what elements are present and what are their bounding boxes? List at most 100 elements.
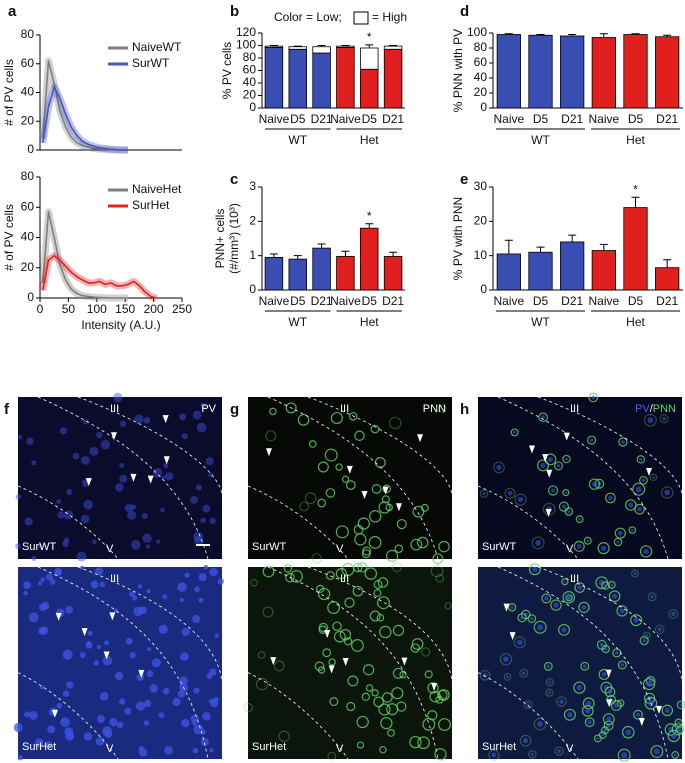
y-axis-label: PNN+ cells xyxy=(213,209,227,269)
cell xyxy=(285,572,295,583)
cell xyxy=(195,484,202,491)
x-tick-label: Naive xyxy=(259,294,290,308)
arrowhead xyxy=(346,465,353,474)
cell xyxy=(564,507,574,516)
cell xyxy=(265,430,277,442)
cell xyxy=(581,705,594,717)
region-label: V xyxy=(566,543,574,555)
region-label: V xyxy=(566,743,574,755)
cell xyxy=(607,580,616,589)
cell xyxy=(119,462,125,468)
arrowhead xyxy=(382,486,389,495)
cell xyxy=(381,495,390,504)
x-tick-label: Naive xyxy=(493,294,524,308)
x-tick-label: Naive xyxy=(259,112,290,126)
cell xyxy=(131,595,138,601)
cell xyxy=(523,738,529,744)
cell xyxy=(678,728,681,732)
cell xyxy=(341,563,355,577)
cell xyxy=(91,539,97,545)
arrowhead xyxy=(638,717,645,726)
cell xyxy=(641,478,646,483)
group-label: WT xyxy=(531,133,550,147)
cell xyxy=(561,627,567,633)
cell xyxy=(49,579,56,585)
stain-label: PV xyxy=(201,403,216,415)
y-tick-label: 1 xyxy=(249,248,256,262)
cell xyxy=(532,566,538,572)
cell xyxy=(517,613,527,623)
cell xyxy=(330,411,343,425)
cell xyxy=(317,461,329,473)
cell xyxy=(598,579,605,586)
cell xyxy=(556,464,561,468)
cell xyxy=(633,709,643,720)
cell xyxy=(385,549,399,563)
cell xyxy=(514,493,527,506)
cell xyxy=(373,589,382,597)
cell xyxy=(373,696,384,708)
cell xyxy=(586,539,590,543)
cell xyxy=(278,730,290,743)
cell xyxy=(79,652,86,659)
cell xyxy=(601,733,605,737)
cell xyxy=(482,673,488,678)
cell xyxy=(341,475,350,483)
x-tick-label: 0 xyxy=(37,302,44,316)
cell xyxy=(564,457,569,461)
cell xyxy=(642,631,651,640)
line-band xyxy=(39,83,128,154)
cell xyxy=(503,673,512,681)
cell xyxy=(614,527,626,539)
y-tick-label: 40 xyxy=(474,70,488,84)
layer-boundary xyxy=(477,672,579,760)
cell xyxy=(523,612,528,617)
x-tick-label: 100 xyxy=(87,302,107,316)
bar xyxy=(623,34,648,109)
cell xyxy=(527,614,537,623)
cell xyxy=(553,602,559,608)
cell xyxy=(297,413,310,426)
cell xyxy=(596,737,600,740)
cell xyxy=(671,612,676,617)
cell xyxy=(146,588,151,594)
cell xyxy=(96,644,102,650)
cell xyxy=(574,582,586,593)
cell xyxy=(577,585,583,590)
micrograph: III V SurHet xyxy=(477,563,685,762)
x-tick-label: D5 xyxy=(290,112,306,126)
y-axis-label: (#/mm³) (10³) xyxy=(227,203,241,274)
cell xyxy=(639,636,649,646)
cell xyxy=(193,531,204,542)
cell xyxy=(31,460,37,466)
cell xyxy=(158,624,168,634)
cell xyxy=(339,628,352,641)
arrowhead xyxy=(361,491,368,500)
cell xyxy=(104,730,113,739)
cell xyxy=(396,519,407,530)
cell xyxy=(147,646,152,652)
cell xyxy=(80,514,90,524)
y-tick-label: 10 xyxy=(474,248,488,262)
cell xyxy=(616,540,620,544)
cell xyxy=(46,573,54,581)
x-tick-label: D5 xyxy=(533,112,549,126)
cell xyxy=(59,427,68,435)
panel-label: f xyxy=(4,401,10,418)
cell xyxy=(335,525,349,539)
arrowhead xyxy=(55,612,62,621)
cell xyxy=(541,415,546,420)
y-tick-label: 0 xyxy=(27,142,34,156)
cell xyxy=(181,627,190,636)
cell xyxy=(63,510,74,520)
y-tick-label: 60 xyxy=(474,55,488,69)
cell xyxy=(23,581,31,589)
cell xyxy=(362,546,372,556)
cell xyxy=(361,692,370,702)
arrowhead xyxy=(85,478,92,487)
error-bar xyxy=(389,251,398,257)
cell xyxy=(145,544,150,549)
bar xyxy=(336,255,355,291)
cell xyxy=(628,526,637,534)
cell xyxy=(600,726,610,735)
